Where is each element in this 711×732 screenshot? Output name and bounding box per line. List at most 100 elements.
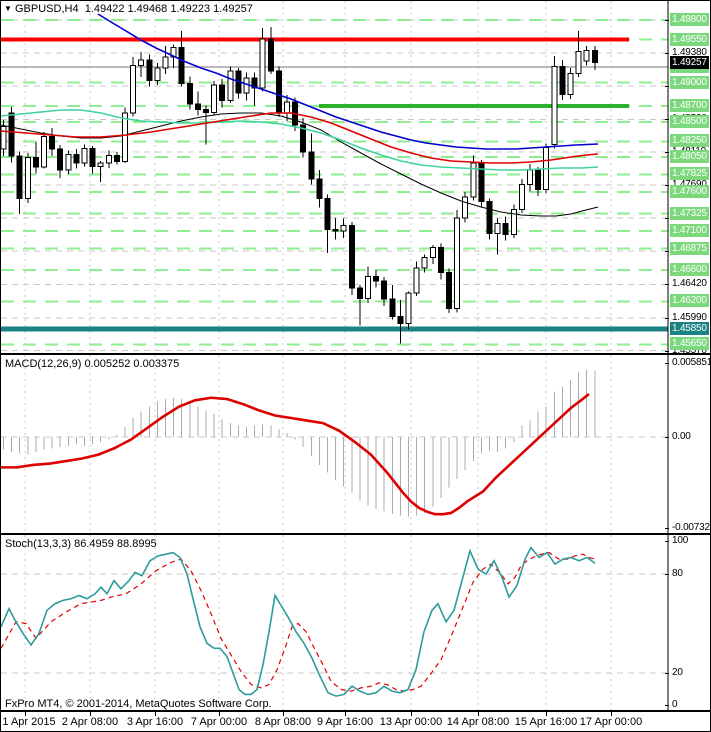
candle[interactable] <box>437 243 444 280</box>
candle[interactable] <box>527 163 533 192</box>
candle[interactable] <box>340 218 347 239</box>
candle[interactable] <box>227 66 234 103</box>
candle[interactable] <box>259 28 266 92</box>
axis-tick <box>665 152 669 154</box>
candle[interactable] <box>567 67 574 100</box>
candle[interactable] <box>194 91 201 116</box>
candle[interactable] <box>591 45 598 71</box>
ma-black-line[interactable] <box>1 112 599 217</box>
candle[interactable] <box>510 204 517 239</box>
stoch-panel[interactable] <box>1 535 669 710</box>
ma-blue-line[interactable] <box>97 13 599 150</box>
ma-red-line[interactable] <box>1 112 599 164</box>
time-axis[interactable]: 1 Apr 2015 2 Apr 08:00 3 Apr 16:00 7 Apr 00… <box>1 712 710 731</box>
candle[interactable] <box>8 106 15 163</box>
candle[interactable] <box>332 217 339 240</box>
candle[interactable] <box>486 198 493 240</box>
time-axis-label: 17 Apr 00:00 <box>579 716 643 728</box>
candle[interactable] <box>211 81 218 116</box>
macd-panel[interactable] <box>1 355 669 533</box>
candle[interactable] <box>389 285 396 320</box>
candle[interactable] <box>154 63 161 86</box>
axis-tick <box>665 86 669 88</box>
panel-separator-macd[interactable] <box>1 353 710 355</box>
candle[interactable] <box>49 128 56 157</box>
stoch-axis-label: 100 <box>672 535 689 546</box>
candle[interactable] <box>551 56 558 149</box>
time-axis-label: 7 Apr 00:00 <box>190 716 248 728</box>
candle[interactable] <box>373 270 380 288</box>
candle[interactable] <box>24 153 31 203</box>
macd-signal-line[interactable] <box>1 392 590 516</box>
candle[interactable] <box>356 285 363 326</box>
candle[interactable] <box>478 160 485 207</box>
candle[interactable] <box>146 54 153 87</box>
candle[interactable] <box>16 151 23 214</box>
candle[interactable] <box>405 291 412 330</box>
candle[interactable] <box>429 245 436 264</box>
candle[interactable] <box>73 149 80 169</box>
candle[interactable] <box>81 144 88 167</box>
candle[interactable] <box>178 31 185 87</box>
level-price-label: 1.45650 <box>670 337 709 351</box>
candle[interactable] <box>203 105 209 145</box>
candle[interactable] <box>365 266 371 303</box>
symbol-dropdown-arrow-icon[interactable]: ▼ <box>4 4 12 13</box>
price-grid-label: 1.45990 <box>672 311 707 323</box>
candle[interactable] <box>57 145 64 178</box>
candle[interactable] <box>89 145 96 174</box>
candle[interactable] <box>518 178 525 214</box>
candle[interactable] <box>454 210 461 313</box>
candle[interactable] <box>348 221 355 296</box>
time-axis-label: 15 Apr 16:00 <box>514 716 578 728</box>
candle[interactable] <box>494 218 501 255</box>
candle[interactable] <box>235 67 242 99</box>
candle[interactable] <box>243 72 250 101</box>
stoch-d-line[interactable] <box>1 551 596 692</box>
candle[interactable] <box>575 31 582 78</box>
macd-axis-label: 0.005851 <box>672 357 711 368</box>
level-price-label: 1.48050 <box>670 149 709 163</box>
candle[interactable] <box>381 277 388 307</box>
candle[interactable] <box>105 150 112 168</box>
candle[interactable] <box>559 60 566 100</box>
axis-tick <box>665 673 669 674</box>
candle[interactable] <box>300 117 307 158</box>
level-price-label: 1.49800 <box>670 13 709 27</box>
axis-tick <box>665 363 669 364</box>
ma-green-line[interactable] <box>1 109 599 171</box>
candle[interactable] <box>583 45 590 66</box>
candle[interactable] <box>113 152 120 165</box>
candle[interactable] <box>397 299 404 344</box>
candle[interactable] <box>316 170 323 208</box>
candle[interactable] <box>41 131 47 169</box>
candle[interactable] <box>130 56 137 117</box>
candle[interactable] <box>138 52 145 78</box>
candle[interactable] <box>251 72 258 106</box>
price-chart-panel[interactable] <box>1 1 669 353</box>
candle[interactable] <box>413 261 420 296</box>
candle[interactable] <box>1 120 7 157</box>
candle[interactable] <box>267 27 274 75</box>
candle[interactable] <box>65 150 72 175</box>
candle[interactable] <box>502 216 509 241</box>
candle[interactable] <box>32 142 39 174</box>
price-axis[interactable]: 1.498051.493801.489551.485301.481101.476… <box>665 1 711 712</box>
candle[interactable] <box>446 268 452 314</box>
level-price-label: 1.48500 <box>670 114 709 128</box>
stoch-k-line[interactable] <box>1 546 596 697</box>
candle[interactable] <box>462 192 469 223</box>
candle[interactable] <box>324 194 331 253</box>
time-axis-tick <box>478 712 479 716</box>
candle[interactable] <box>162 45 169 75</box>
candle[interactable] <box>421 254 428 273</box>
candle[interactable] <box>186 76 193 110</box>
time-axis-tick <box>219 712 220 716</box>
candle[interactable] <box>535 167 542 196</box>
panel-separator-stoch[interactable] <box>1 533 710 535</box>
candle[interactable] <box>219 78 226 108</box>
candle[interactable] <box>275 66 282 118</box>
candle[interactable] <box>308 133 315 185</box>
candle[interactable] <box>97 160 104 182</box>
